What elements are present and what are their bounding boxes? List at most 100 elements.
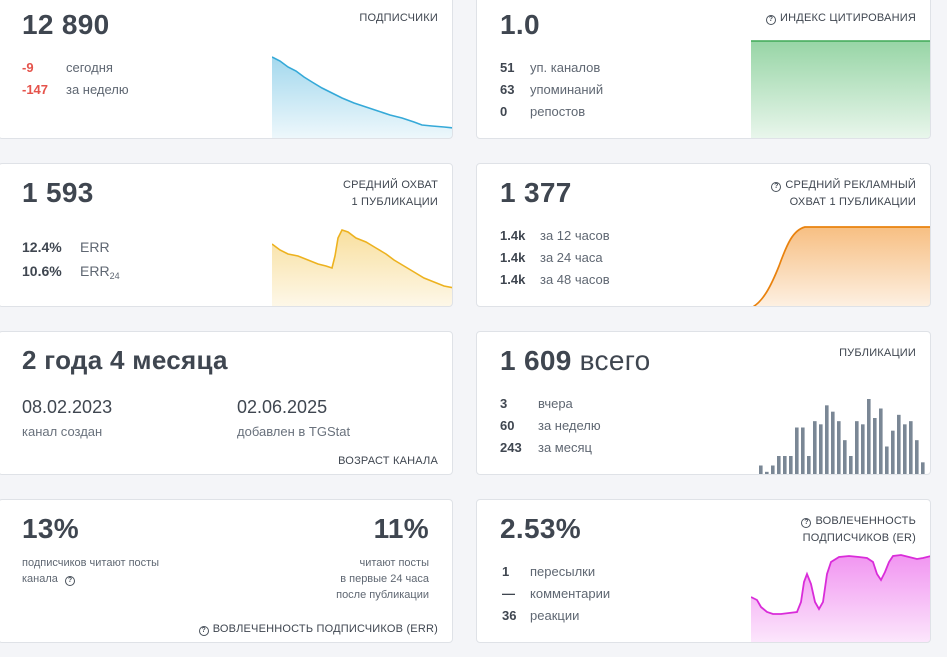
- er-card[interactable]: 2.53% ? ВОВЛЕЧЕННОСТЬ ПОДПИСЧИКОВ (ER) 1 п…: [476, 499, 931, 643]
- reach-err-value: 12.4%: [22, 239, 62, 255]
- info-icon[interactable]: ?: [766, 15, 777, 25]
- er-reactions-value: 36: [502, 608, 517, 623]
- err-right-line3: после публикации: [336, 589, 429, 601]
- er-forwards: 1 пересылки: [502, 561, 595, 583]
- created-caption: канал создан: [22, 424, 103, 439]
- age-card[interactable]: 2 года 4 месяца 08.02.2023 канал создан …: [0, 331, 453, 475]
- subscribers-week-value: -147: [22, 82, 49, 97]
- posts-bar: [765, 471, 769, 474]
- posts-bar: [777, 456, 781, 474]
- ad-reach-value: 1 377: [500, 177, 572, 208]
- err-left-caption: подписчиков читают посты канала ?: [22, 555, 159, 587]
- posts-yesterday-value: 3: [500, 396, 508, 411]
- ad-reach-12h-text: за 12 часов: [540, 228, 610, 243]
- posts-yesterday: 3 вчера: [500, 393, 573, 415]
- info-icon[interactable]: ?: [801, 518, 812, 528]
- posts-total-suffix: всего: [579, 345, 651, 376]
- posts-bar: [867, 399, 871, 474]
- citation-channels: 51 уп. каналов: [500, 57, 600, 79]
- subscribers-sparkline: [272, 56, 452, 138]
- posts-bar: [897, 414, 901, 474]
- info-icon[interactable]: ?: [198, 626, 209, 636]
- citation-reposts-text: репостов: [530, 104, 586, 119]
- posts-bar: [795, 427, 799, 474]
- citation-mentions-value: 63: [500, 82, 515, 97]
- subscribers-week-text: за неделю: [66, 82, 129, 97]
- posts-bar: [819, 424, 823, 474]
- reach-err24-sub: 24: [109, 271, 120, 281]
- posts-total: 1 609 всего: [500, 345, 650, 377]
- err-left-value: 13%: [22, 513, 79, 544]
- posts-week-text: за неделю: [538, 418, 601, 433]
- posts-bar: [903, 424, 907, 474]
- ad-reach-label-line1: СРЕДНИЙ РЕКЛАМНЫЙ: [785, 179, 916, 191]
- posts-bar: [855, 421, 859, 474]
- age-label: ВОЗРАСТ КАНАЛА: [338, 455, 438, 467]
- ad-reach-48h: 1.4k за 48 часов: [500, 269, 610, 291]
- created-date: 08.02.2023: [22, 397, 113, 417]
- citation-mentions-text: упоминаний: [530, 82, 604, 97]
- err-label: ? ВОВЛЕЧЕННОСТЬ ПОДПИСЧИКОВ (ERR): [198, 621, 438, 638]
- posts-total-value: 1 609: [500, 345, 572, 376]
- citation-label-text: ИНДЕКС ЦИТИРОВАНИЯ: [780, 12, 916, 24]
- reach-card[interactable]: 1 593 СРЕДНИЙ ОХВАТ 1 ПУБЛИКАЦИИ 12.4% ER…: [0, 163, 453, 307]
- citation-channels-text: уп. каналов: [530, 60, 601, 75]
- citation-chart: [751, 40, 930, 138]
- ad-reach-card[interactable]: 1 377 ? СРЕДНИЙ РЕКЛАМНЫЙ ОХВАТ 1 ПУБЛИКА…: [476, 163, 931, 307]
- ad-reach-48h-text: за 48 часов: [540, 272, 610, 287]
- err-right-line2: в первые 24 часа: [340, 573, 429, 585]
- posts-bar: [915, 440, 919, 474]
- posts-bar: [759, 465, 763, 474]
- info-icon[interactable]: ?: [64, 576, 75, 586]
- posts-bar: [801, 427, 805, 474]
- citation-reposts: 0 репостов: [500, 101, 585, 123]
- posts-bar: [849, 456, 853, 474]
- posts-bar: [861, 424, 865, 474]
- er-label-line2: ПОДПИСЧИКОВ (ER): [802, 532, 916, 544]
- reach-label-line1: СРЕДНИЙ ОХВАТ: [342, 179, 438, 191]
- err-right-caption: читают посты в первые 24 часа после публ…: [336, 555, 429, 603]
- posts-yesterday-text: вчера: [538, 396, 573, 411]
- er-sparkline: [751, 554, 930, 642]
- posts-card[interactable]: 1 609 всего ПУБЛИКАЦИИ 3 вчера 60 за недел…: [476, 331, 931, 475]
- posts-bar: [825, 405, 829, 474]
- added-caption: добавлен в TGStat: [237, 424, 351, 439]
- er-comments-value: —: [502, 586, 515, 601]
- ad-reach-sparkline: [752, 226, 930, 306]
- reach-sparkline: [272, 229, 452, 306]
- posts-bar: [879, 408, 883, 474]
- posts-bar: [837, 421, 841, 474]
- reach-label: СРЕДНИЙ ОХВАТ 1 ПУБЛИКАЦИИ: [343, 177, 438, 211]
- posts-bar: [909, 421, 913, 474]
- er-label: ? ВОВЛЕЧЕННОСТЬ ПОДПИСЧИКОВ (ER): [801, 513, 916, 547]
- added-date: 02.06.2025: [237, 397, 328, 417]
- subscribers-today-text: сегодня: [66, 60, 113, 75]
- ad-reach-24h-text: за 24 часа: [540, 250, 603, 265]
- subscribers-label: ПОДПИСЧИКИ: [359, 12, 438, 24]
- subscribers-card[interactable]: 12 890 ПОДПИСЧИКИ -9 сегодня -147 за недел…: [0, 0, 453, 139]
- age-value: 2 года 4 месяца: [22, 345, 228, 375]
- er-forwards-value: 1: [502, 564, 510, 579]
- subscribers-count: 12 890: [22, 9, 110, 40]
- posts-bar: [873, 418, 877, 474]
- er-comments: — комментарии: [502, 583, 610, 605]
- posts-bar-chart: [759, 399, 925, 474]
- posts-week: 60 за неделю: [500, 415, 601, 437]
- posts-bar: [771, 465, 775, 474]
- ad-reach-48h-value: 1.4k: [500, 272, 526, 287]
- posts-label: ПУБЛИКАЦИИ: [839, 347, 916, 359]
- reach-err24: 10.6% ERR24: [22, 260, 120, 287]
- citation-card[interactable]: 1.0 ? ИНДЕКС ЦИТИРОВАНИЯ 51 уп. каналов 63…: [476, 0, 931, 139]
- info-icon[interactable]: ?: [771, 182, 782, 192]
- ad-reach-12h-value: 1.4k: [500, 228, 526, 243]
- err-card[interactable]: 13% подписчиков читают посты канала ? 11…: [0, 499, 453, 643]
- citation-label: ? ИНДЕКС ЦИТИРОВАНИЯ: [766, 10, 916, 27]
- er-value: 2.53%: [500, 513, 581, 544]
- er-comments-text: комментарии: [530, 586, 611, 601]
- subscribers-week: -147 за неделю: [22, 79, 129, 101]
- reach-value: 1 593: [22, 177, 94, 208]
- er-reactions: 36 реакции: [502, 605, 579, 627]
- citation-index: 1.0: [500, 9, 540, 40]
- ad-reach-24h-value: 1.4k: [500, 250, 526, 265]
- reach-err24-text: ERR: [80, 263, 110, 279]
